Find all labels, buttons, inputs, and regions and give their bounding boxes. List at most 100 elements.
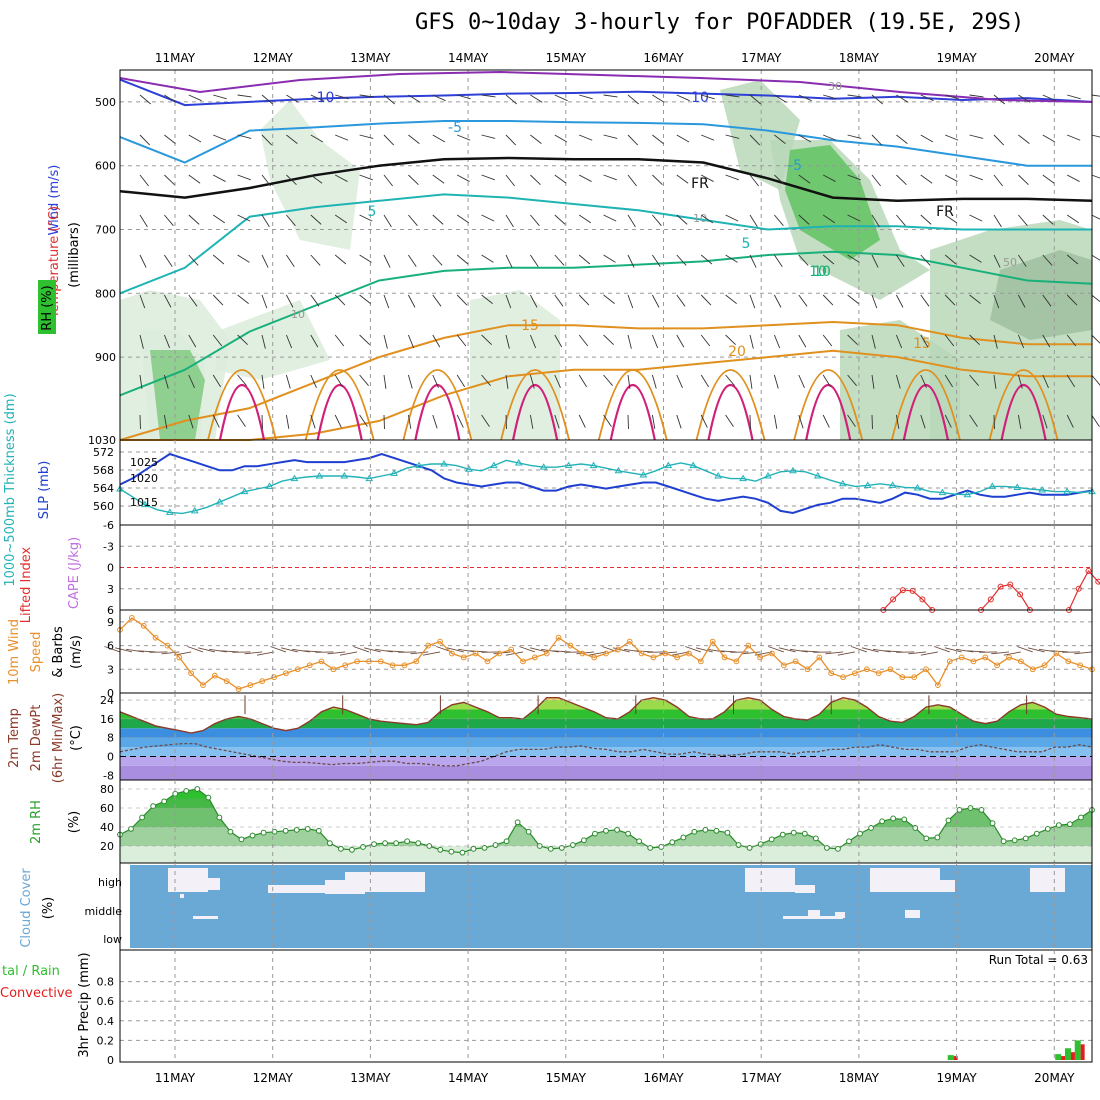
upper-wind-barb — [432, 134, 446, 143]
lifted-index-marker — [919, 596, 926, 603]
rh-tick: 60 — [100, 802, 114, 815]
wind-speed-marker — [460, 654, 467, 661]
upper-wind-barb — [1042, 414, 1048, 429]
temp-band — [120, 718, 1092, 729]
ylabel-temp-b: 2m DewPt — [29, 705, 44, 772]
upper-wind-barb — [700, 294, 712, 306]
wind-speed-marker — [709, 638, 716, 645]
upper-wind-barb — [286, 94, 299, 103]
thickness-marker — [714, 472, 723, 479]
upper-wind-barb — [237, 374, 247, 387]
wind-speed-marker — [852, 670, 858, 677]
ylabel-wind-c: & Barbs — [51, 626, 66, 678]
thickness-marker — [813, 472, 822, 479]
precip-convective-bar — [1080, 1044, 1085, 1060]
wind-speed-marker — [935, 682, 941, 688]
cloud-patch — [1030, 868, 1065, 892]
upper-wind-barb — [603, 414, 612, 427]
upper-wind-barb — [969, 374, 979, 387]
upper-wind-barb — [408, 294, 416, 308]
upper-wind-barb — [334, 214, 348, 224]
upper-wind-barb — [310, 174, 323, 184]
upper-wind-barb — [993, 94, 1006, 105]
upper-wind-barb — [700, 174, 714, 182]
rh-marker — [890, 815, 897, 822]
wind-barb — [469, 650, 488, 653]
upper-wind-barb — [212, 254, 225, 265]
upper-wind-barb — [188, 94, 202, 102]
upper-wind-barb — [481, 134, 496, 139]
upper-wind-barb — [188, 174, 201, 184]
wind-speed-marker — [697, 658, 704, 665]
wind-speed-marker — [757, 654, 763, 661]
wind-speed-marker — [164, 642, 171, 649]
wind-speed-marker — [389, 662, 396, 669]
isotherm-FR — [119, 156, 1093, 203]
upper-wind-barb — [408, 254, 417, 267]
day-label-bottom: 19MAY — [936, 1071, 977, 1085]
upper-wind-barb — [896, 134, 908, 144]
upper-wind-barb — [578, 254, 591, 265]
warm-contour — [597, 369, 668, 441]
warm-contour — [793, 369, 864, 441]
upper-wind-barb — [652, 254, 661, 267]
wind-speed-marker — [377, 658, 384, 665]
upper-wind-barb — [286, 254, 295, 267]
upper-wind-barb — [896, 214, 906, 227]
upper-wind-barb — [822, 414, 830, 428]
day-label-bottom: 20MAY — [1034, 1071, 1075, 1085]
upper-wind-barb — [676, 134, 690, 143]
upper-wind-barb — [1017, 414, 1022, 429]
rh-marker — [128, 826, 134, 832]
wind-speed-marker — [354, 658, 360, 665]
upper-wind-barb — [969, 214, 983, 222]
rh-marker — [227, 828, 234, 835]
wind-speed-marker — [638, 650, 645, 657]
wind-speed-marker — [769, 650, 775, 657]
upper-wind-barb — [359, 414, 368, 427]
upper-wind-barb — [1066, 294, 1078, 306]
wind-speed-marker — [863, 666, 870, 673]
upper-wind-barb — [529, 374, 535, 389]
upper-wind-barb — [407, 414, 412, 429]
thickness-marker — [1013, 483, 1022, 490]
upper-wind-barb — [651, 374, 657, 389]
upper-wind-barb — [603, 134, 618, 139]
precip-tick: 0.6 — [97, 995, 115, 1008]
rh-marker — [360, 844, 366, 850]
upper-wind-barb — [725, 294, 737, 304]
upper-wind-barb — [505, 174, 515, 187]
rh-marker — [1044, 826, 1051, 832]
wind-barb — [588, 651, 607, 656]
temp-tick: 0 — [107, 750, 114, 763]
upper-wind-barb — [456, 214, 470, 224]
wind-speed-marker — [579, 650, 586, 657]
upper-wind-barb — [163, 374, 169, 389]
upper-wind-barb — [579, 134, 593, 141]
upper-wind-barb — [725, 374, 735, 387]
upper-wind-barb — [627, 94, 640, 105]
upper-wind-barb — [530, 94, 543, 103]
wind-speed-marker — [425, 642, 432, 649]
rh-marker — [338, 845, 344, 852]
rh-marker — [846, 838, 852, 845]
wind-speed-marker — [946, 658, 953, 665]
upper-wind-barb — [920, 134, 934, 143]
wind-barb — [220, 650, 239, 653]
wind-barb — [126, 648, 144, 653]
upper-wind-barb — [212, 334, 223, 347]
warm-contour — [500, 369, 570, 441]
rh-marker — [636, 838, 643, 845]
upper-wind-barb — [554, 94, 568, 102]
wind-barb — [327, 651, 346, 655]
wind-speed-marker — [200, 682, 206, 688]
pressure-tick: 800 — [95, 287, 116, 300]
upper-wind-barb — [993, 294, 1000, 309]
upper-wind-barb — [749, 94, 762, 105]
upper-wind-barb — [188, 414, 194, 429]
wind-speed-marker — [520, 658, 526, 665]
cloud-patch — [940, 880, 955, 892]
day-label-bottom: 12MAY — [253, 1071, 294, 1085]
contour-label: 5 — [742, 236, 751, 252]
